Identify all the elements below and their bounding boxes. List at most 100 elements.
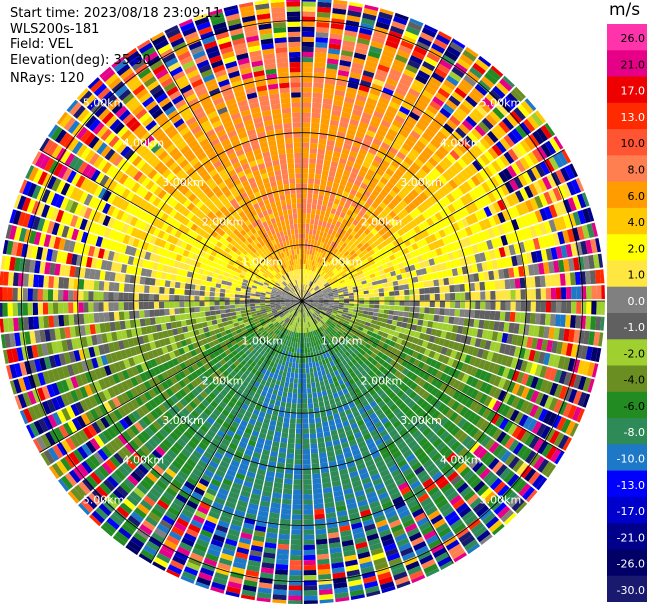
velocity-gate bbox=[339, 301, 345, 303]
velocity-gate bbox=[479, 310, 486, 319]
velocity-gate bbox=[333, 299, 339, 301]
velocity-gate bbox=[344, 164, 353, 172]
velocity-gate bbox=[477, 184, 487, 196]
velocity-gate bbox=[360, 264, 367, 271]
velocity-gate bbox=[453, 161, 464, 172]
velocity-gate bbox=[412, 79, 426, 89]
velocity-gate bbox=[586, 301, 592, 315]
velocity-gate bbox=[311, 122, 320, 129]
velocity-gate bbox=[446, 119, 458, 130]
velocity-gate bbox=[320, 286, 326, 290]
velocity-gate bbox=[376, 151, 386, 160]
velocity-gate bbox=[424, 287, 430, 294]
velocity-gate bbox=[563, 214, 572, 229]
velocity-gate bbox=[416, 240, 424, 249]
velocity-gate bbox=[335, 283, 342, 288]
velocity-gate bbox=[303, 489, 313, 495]
velocity-gate bbox=[546, 174, 557, 188]
velocity-gate bbox=[473, 233, 481, 244]
velocity-gate bbox=[439, 219, 447, 229]
velocity-gate bbox=[343, 296, 350, 299]
velocity-gate bbox=[343, 101, 354, 109]
velocity-gate bbox=[302, 173, 308, 179]
velocity-gate bbox=[320, 179, 327, 186]
velocity-gate bbox=[345, 279, 351, 284]
velocity-gate bbox=[306, 292, 311, 297]
velocity-gate bbox=[313, 366, 317, 373]
velocity-gate bbox=[354, 47, 368, 56]
velocity-gate bbox=[474, 310, 481, 319]
velocity-gate bbox=[364, 173, 373, 181]
velocity-gate bbox=[303, 259, 307, 265]
velocity-gate bbox=[371, 228, 378, 236]
velocity-gate bbox=[329, 124, 338, 132]
velocity-gate bbox=[328, 251, 333, 258]
velocity-gate bbox=[528, 239, 536, 251]
velocity-gate bbox=[341, 148, 350, 155]
velocity-gate bbox=[479, 169, 489, 181]
velocity-gate bbox=[344, 259, 351, 265]
velocity-gate bbox=[415, 121, 427, 132]
velocity-gate bbox=[303, 474, 312, 480]
velocity-gate bbox=[566, 301, 572, 314]
velocity-gate bbox=[506, 220, 515, 233]
velocity-gate bbox=[302, 393, 308, 399]
velocity-gate bbox=[363, 294, 370, 298]
velocity-gate bbox=[320, 385, 326, 392]
velocity-gate bbox=[306, 254, 310, 260]
velocity-gate bbox=[478, 121, 490, 134]
velocity-gate bbox=[489, 89, 502, 103]
velocity-gate bbox=[479, 208, 488, 220]
velocity-gate bbox=[575, 315, 582, 329]
velocity-gate bbox=[279, 380, 285, 387]
velocity-gate bbox=[291, 514, 302, 520]
velocity-gate bbox=[344, 186, 352, 194]
velocity-gate bbox=[289, 423, 296, 429]
velocity-gate bbox=[316, 240, 321, 247]
velocity-gate bbox=[350, 243, 357, 250]
velocity-gate bbox=[346, 181, 354, 189]
velocity-gate bbox=[333, 295, 339, 298]
velocity-gate bbox=[363, 290, 369, 295]
velocity-gate bbox=[389, 177, 398, 186]
velocity-gate bbox=[461, 266, 469, 275]
velocity-gate bbox=[312, 284, 317, 289]
velocity-gate bbox=[394, 269, 401, 276]
velocity-gate bbox=[490, 290, 496, 300]
velocity-gate bbox=[478, 55, 492, 67]
velocity-gate bbox=[468, 190, 478, 201]
velocity-gate bbox=[399, 106, 411, 116]
velocity-gate bbox=[509, 278, 516, 289]
velocity-gate bbox=[409, 228, 417, 237]
velocity-gate bbox=[553, 136, 564, 150]
velocity-gate bbox=[418, 261, 426, 269]
velocity-gate bbox=[383, 287, 389, 292]
velocity-gate bbox=[429, 233, 437, 242]
velocity-gate bbox=[334, 271, 340, 277]
velocity-gate bbox=[289, 560, 302, 566]
velocity-gate bbox=[399, 78, 412, 88]
velocity-gate bbox=[412, 318, 419, 325]
velocity-gate bbox=[312, 102, 322, 109]
velocity-gate bbox=[318, 283, 323, 288]
velocity-gate bbox=[348, 295, 355, 299]
velocity-gate bbox=[330, 161, 339, 168]
velocity-gate bbox=[455, 107, 468, 119]
velocity-gate bbox=[311, 458, 320, 464]
velocity-gate bbox=[318, 138, 327, 145]
velocity-gate bbox=[302, 56, 314, 63]
velocity-gate bbox=[337, 266, 343, 272]
velocity-gate bbox=[474, 222, 483, 233]
velocity-gate bbox=[314, 508, 325, 515]
velocity-gate bbox=[359, 297, 365, 301]
velocity-gate bbox=[488, 270, 495, 281]
velocity-gate bbox=[452, 250, 460, 260]
velocity-gate bbox=[303, 484, 312, 490]
velocity-gate bbox=[331, 287, 338, 291]
velocity-gate bbox=[302, 168, 309, 174]
velocity-gate bbox=[481, 241, 489, 252]
velocity-gate bbox=[397, 220, 405, 229]
velocity-gate bbox=[373, 209, 381, 217]
velocity-gate bbox=[444, 308, 450, 316]
velocity-gate bbox=[302, 378, 307, 384]
